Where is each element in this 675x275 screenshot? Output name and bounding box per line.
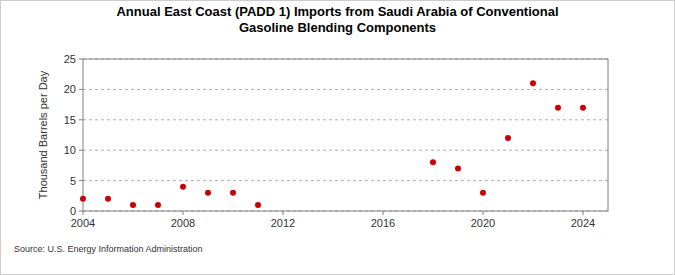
grid-line	[83, 180, 608, 181]
y-tick-label: 20	[64, 83, 76, 95]
point	[230, 190, 236, 196]
point	[580, 105, 586, 111]
point	[105, 196, 111, 202]
plot: 0 5 10 15 20 25 2004 2008 2012 2016 2020 2024 Thousa…	[0, 0, 675, 275]
y-tick	[79, 59, 83, 60]
point	[430, 159, 436, 165]
point	[180, 184, 186, 190]
point	[505, 135, 511, 141]
grid-line	[83, 150, 608, 151]
source: Source: U.S. Energy Information Administ…	[14, 244, 203, 254]
y-tick-label: 5	[70, 175, 76, 187]
x-tick	[183, 211, 184, 215]
y-tick	[79, 150, 83, 151]
point	[205, 190, 211, 196]
y-tick-label: 0	[70, 205, 76, 217]
point	[255, 202, 261, 208]
y-tick	[79, 89, 83, 90]
point	[80, 196, 86, 202]
point	[130, 202, 136, 208]
y-tick-label: 15	[64, 114, 76, 126]
border	[1, 1, 675, 275]
y-tick	[79, 119, 83, 120]
y-tick-label: 25	[64, 53, 76, 65]
x-tick	[83, 211, 84, 215]
grid-line	[83, 119, 608, 120]
point	[455, 165, 461, 171]
x-tick-label: 2012	[271, 217, 295, 229]
grid-line	[83, 89, 608, 90]
point	[530, 80, 536, 86]
points	[80, 80, 586, 208]
x-tick-label: 2020	[471, 217, 495, 229]
point	[155, 202, 161, 208]
chart: Annual East Coast (PADD 1) Imports from …	[0, 0, 675, 275]
x-tick	[283, 211, 284, 215]
y-tick-label: 10	[64, 144, 76, 156]
x-tick	[583, 211, 584, 215]
x-tick-label: 2024	[571, 217, 595, 229]
x-tick-label: 2016	[371, 217, 395, 229]
y-axis-label: Thousand Barrels per Day	[37, 70, 49, 199]
y-tick	[79, 180, 83, 181]
plot-frame	[83, 59, 608, 211]
x-tick-label: 2004	[71, 217, 95, 229]
x-tick-label: 2008	[171, 217, 195, 229]
point	[555, 105, 561, 111]
x-tick	[483, 211, 484, 215]
x-tick	[383, 211, 384, 215]
title: Annual East Coast (PADD 1) Imports from …	[110, 4, 565, 36]
point	[480, 190, 486, 196]
y-tick	[79, 211, 83, 212]
